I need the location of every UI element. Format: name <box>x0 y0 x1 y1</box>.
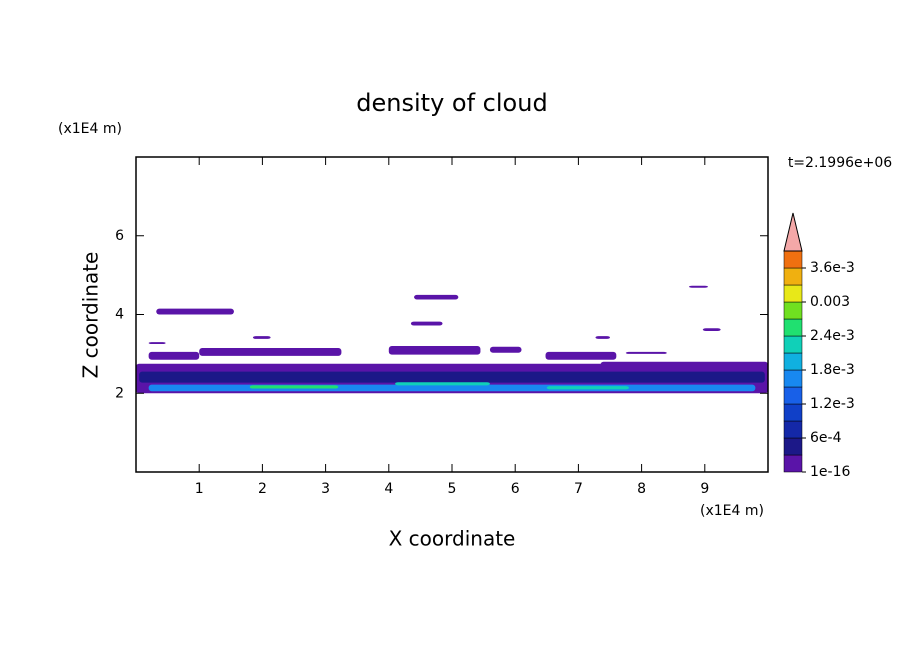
contour-region <box>156 308 234 315</box>
contour-region <box>546 386 629 390</box>
colorbar-extension <box>783 212 803 252</box>
colorbar-tick-label: 0.003 <box>810 294 850 310</box>
contour-region <box>139 371 765 383</box>
contour-region <box>410 321 443 326</box>
colorbar-band <box>783 284 803 303</box>
x-unit: (x1E4 m) <box>700 503 764 519</box>
x-tick-label: 5 <box>448 481 457 497</box>
colorbar-band <box>783 386 803 405</box>
x-tick-label: 4 <box>384 481 393 497</box>
y-tick-label: 2 <box>115 385 124 401</box>
x-tick-label: 1 <box>195 481 204 497</box>
y-tick-label: 6 <box>115 228 124 244</box>
colorbar-band <box>783 335 803 354</box>
chart-title: density of cloud <box>356 89 547 117</box>
contour-region <box>414 294 459 300</box>
colorbar-band <box>783 420 803 439</box>
contour-region <box>148 384 756 392</box>
colorbar-band <box>783 437 803 456</box>
colorbar-band <box>783 267 803 286</box>
contour-region <box>545 351 617 360</box>
contour-region <box>595 336 610 339</box>
colorbar-band <box>783 250 803 269</box>
colorbar-tick-label: 1.8e-3 <box>810 362 855 378</box>
time-annotation: t=2.1996e+06 <box>788 155 892 171</box>
y-axis-label: Z coordinate <box>79 252 103 379</box>
colorbar-band <box>783 301 803 320</box>
x-axis-label: X coordinate <box>389 527 516 551</box>
contour-region <box>252 336 271 339</box>
contour-region <box>199 347 342 356</box>
contour-region <box>689 285 708 288</box>
colorbar-tick-label: 1.2e-3 <box>810 396 855 412</box>
x-tick-label: 2 <box>258 481 267 497</box>
x-tick-label: 6 <box>511 481 520 497</box>
colorbar-band <box>783 369 803 388</box>
colorbar-band <box>783 403 803 422</box>
contour-region <box>148 351 200 360</box>
colorbar-band <box>783 318 803 337</box>
contour-region <box>388 346 481 355</box>
colorbar-band <box>783 454 803 473</box>
colorbar-band <box>783 352 803 371</box>
y-tick-label: 4 <box>115 307 124 323</box>
contour-region <box>702 328 721 332</box>
x-tick-label: 3 <box>321 481 330 497</box>
colorbar-tick-label: 6e-4 <box>810 430 842 446</box>
colorbar-tick-label: 3.6e-3 <box>810 260 855 276</box>
x-tick-label: 8 <box>637 481 646 497</box>
contour-region <box>625 351 667 354</box>
contour-region <box>395 382 490 386</box>
colorbar-tick-label: 2.4e-3 <box>810 328 855 344</box>
x-tick-label: 7 <box>574 481 583 497</box>
contour-region <box>148 342 166 345</box>
contour-region <box>249 385 339 389</box>
x-tick-label: 9 <box>700 481 709 497</box>
y-unit: (x1E4 m) <box>58 121 122 137</box>
contour-region <box>489 346 522 353</box>
colorbar-tick-label: 1e-16 <box>810 464 850 480</box>
